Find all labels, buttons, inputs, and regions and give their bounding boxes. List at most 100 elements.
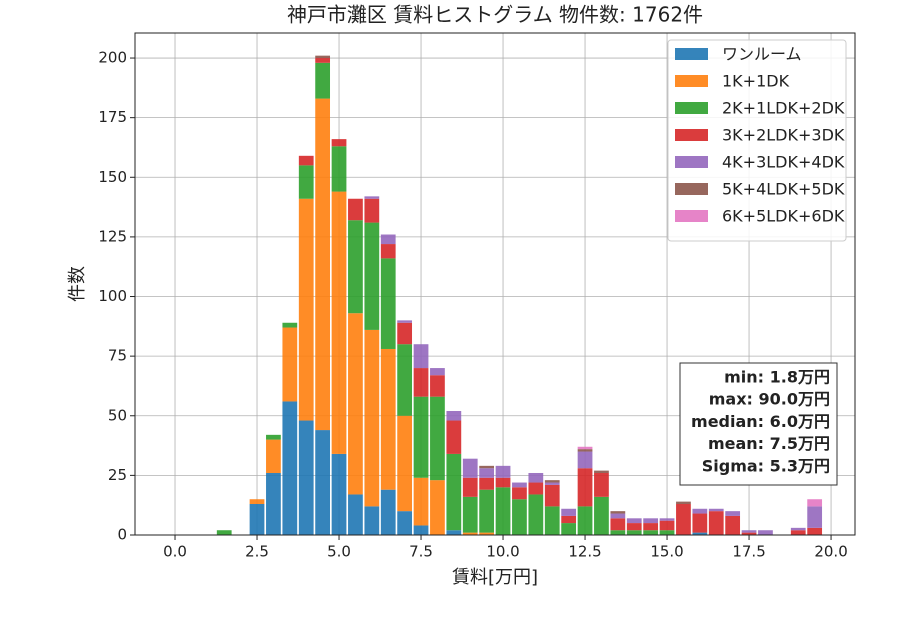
bar	[659, 530, 675, 535]
bar	[790, 530, 806, 535]
bar	[577, 506, 593, 535]
bar	[807, 506, 823, 528]
bar	[626, 530, 642, 535]
legend-swatch	[675, 183, 708, 195]
bar	[741, 530, 757, 533]
bar	[298, 420, 314, 535]
chart-title: 神戸市灘区 賃料ヒストグラム 物件数: 1762件	[287, 3, 703, 27]
bar	[643, 530, 659, 535]
bar	[479, 465, 495, 469]
stats-text: min: 1.8万円	[724, 368, 830, 387]
bar	[462, 532, 478, 535]
legend-swatch	[675, 75, 708, 87]
bar	[446, 420, 462, 454]
bar	[495, 487, 511, 535]
legend-box	[667, 39, 847, 242]
bar	[397, 511, 413, 535]
bar	[364, 506, 380, 535]
x-tick-label: 15.0	[650, 543, 683, 561]
bar	[348, 313, 363, 495]
bar	[266, 434, 281, 440]
bar	[430, 368, 445, 376]
bar	[495, 477, 511, 488]
bar	[594, 472, 609, 497]
plot-frame	[134, 32, 856, 536]
bar	[659, 520, 675, 531]
bar	[413, 477, 429, 526]
bar	[462, 477, 478, 497]
x-axis-label: 賃料[万円]	[452, 567, 538, 588]
stats-text: mean: 7.5万円	[708, 434, 830, 453]
legend-swatch	[675, 210, 708, 222]
legend-swatch	[675, 129, 708, 141]
bar	[577, 468, 593, 507]
legend-label: 3K+2LDK+3DK	[722, 126, 845, 145]
bar	[512, 487, 527, 500]
stats-box	[679, 362, 838, 486]
bar	[725, 515, 741, 535]
bar	[380, 234, 396, 245]
bar	[594, 496, 609, 535]
bar	[528, 494, 544, 535]
bar	[610, 530, 626, 535]
x-tick-label: 12.5	[568, 543, 601, 561]
y-tick-label: 0	[117, 526, 127, 544]
bar	[298, 155, 314, 166]
bar	[643, 523, 659, 531]
y-axis-label: 件数	[67, 266, 88, 302]
bar	[544, 506, 560, 535]
bar	[544, 484, 560, 507]
bar	[249, 503, 265, 535]
legend-label: 1K+1DK	[722, 72, 790, 91]
bar	[315, 58, 331, 63]
y-tick-label: 150	[98, 168, 127, 186]
bar	[446, 453, 462, 531]
bar	[298, 198, 314, 421]
bar	[315, 55, 331, 59]
bar	[380, 489, 396, 535]
bar	[544, 482, 560, 485]
bar	[331, 453, 347, 535]
bar	[397, 320, 413, 323]
y-tick-label: 25	[108, 466, 127, 484]
bar	[577, 451, 593, 469]
bar	[364, 196, 380, 199]
bar	[528, 472, 544, 483]
x-tick-label: 20.0	[814, 543, 847, 561]
bar	[413, 396, 429, 478]
bar	[610, 511, 626, 514]
x-tick-label: 5.0	[327, 543, 351, 561]
legend-label: 6K+5LDK+6DK	[722, 207, 845, 226]
bar	[807, 499, 823, 507]
bar	[512, 482, 527, 488]
legend-label: 5K+4LDK+5DK	[722, 180, 845, 199]
bar	[413, 368, 429, 397]
x-tick-label: 10.0	[486, 543, 519, 561]
legend-label: 4K+3LDK+4DK	[722, 153, 845, 172]
bar	[462, 458, 478, 478]
bar	[544, 480, 560, 483]
bar	[577, 446, 593, 450]
bar	[413, 344, 429, 369]
bar	[561, 523, 577, 535]
bar	[741, 532, 757, 535]
legend-swatch	[675, 156, 708, 168]
bar	[380, 348, 396, 490]
bar	[430, 396, 445, 481]
bar	[446, 530, 462, 535]
bar	[626, 523, 642, 531]
bar	[315, 98, 331, 431]
bar	[397, 344, 413, 416]
y-tick-label: 100	[98, 287, 127, 305]
bar	[216, 530, 232, 535]
bar	[676, 503, 691, 535]
bar	[397, 415, 413, 512]
bar	[348, 494, 363, 535]
bar	[561, 515, 577, 524]
bar	[643, 518, 659, 524]
bar	[413, 525, 429, 535]
legend-swatch	[675, 102, 708, 114]
bar	[790, 527, 806, 531]
bar	[659, 518, 675, 521]
